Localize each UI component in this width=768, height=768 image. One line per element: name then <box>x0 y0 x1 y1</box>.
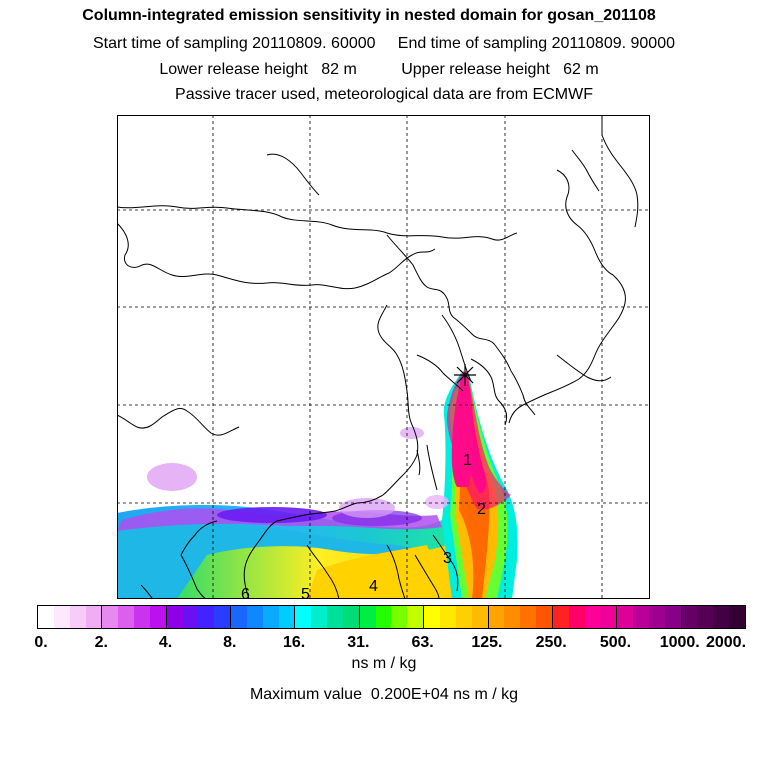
color-scale-segment <box>423 606 488 628</box>
color-scale-swatch <box>600 606 617 628</box>
color-scale-tick-label: 4. <box>158 634 173 651</box>
color-scale-segment <box>551 606 617 628</box>
color-scale-swatch <box>85 606 102 628</box>
color-scale-swatch <box>375 606 392 628</box>
color-scale-tick-label: 250. <box>535 634 567 651</box>
color-scale-swatch <box>149 606 166 628</box>
color-scale-segment <box>38 606 102 628</box>
color-scale-swatch <box>664 606 681 628</box>
color-scale-swatch <box>488 606 505 628</box>
color-scale-swatch <box>471 606 488 628</box>
color-scale-tick-label: 16. <box>282 634 306 651</box>
color-scale-swatch <box>568 606 585 628</box>
color-scale-swatch <box>295 606 312 628</box>
color-scale-swatch <box>407 606 424 628</box>
day-label: 2 <box>477 501 486 518</box>
color-scale-swatch <box>327 606 343 628</box>
color-scale-swatch <box>214 606 231 628</box>
figure-title: Column-integrated emission sensitivity i… <box>82 7 656 24</box>
color-scale-swatch <box>69 606 86 628</box>
color-scale-segment <box>680 606 745 628</box>
day-label: 3 <box>443 550 452 567</box>
color-scale-segment <box>230 606 295 628</box>
color-scale-tick-label: 500. <box>599 634 632 651</box>
receptor-star-marker <box>454 364 476 386</box>
release-height-line: Lower release height 82 m Upper release … <box>159 61 599 78</box>
color-scale-swatch <box>424 606 440 628</box>
color-scale-swatch <box>359 606 376 628</box>
color-scale-swatch <box>617 606 634 628</box>
day-label: 6 <box>241 586 250 599</box>
color-scale-segment <box>616 606 681 628</box>
color-scale-segment <box>358 606 424 628</box>
color-scale-swatch <box>713 606 730 628</box>
color-scale-swatch <box>38 606 54 628</box>
color-scale-swatch <box>504 606 521 628</box>
color-scale-swatch <box>231 606 247 628</box>
color-scale-swatch <box>391 606 408 628</box>
color-scale-swatch <box>648 606 665 628</box>
color-scale-segment <box>101 606 166 628</box>
color-scale-swatch <box>134 606 150 628</box>
color-scale-tick-label: 2000. <box>705 634 747 651</box>
color-scale-swatch <box>681 606 698 628</box>
color-scale-swatch <box>166 606 183 628</box>
color-scale-swatch <box>278 606 295 628</box>
color-scale-swatch <box>102 606 119 628</box>
color-scale-bar <box>37 605 746 629</box>
color-scale-tick-label: 125. <box>471 634 503 651</box>
lat-lon-grid <box>117 115 650 599</box>
color-scale-tick-label: 0. <box>34 634 48 651</box>
color-scale-tick-label: 31. <box>347 634 370 651</box>
color-scale-swatch <box>729 606 745 628</box>
day-label: 1 <box>463 452 472 469</box>
color-scale-segment <box>294 606 359 628</box>
color-scale-swatch <box>262 606 279 628</box>
unit-label: ns m / kg <box>351 655 417 672</box>
color-scale-swatch <box>440 606 456 628</box>
tracer-info-line: Passive tracer used, meteorological data… <box>175 86 593 103</box>
color-scale-swatch <box>246 606 263 628</box>
color-scale-swatch <box>53 606 70 628</box>
color-scale-swatch <box>118 606 135 628</box>
day-label: 5 <box>301 586 310 599</box>
color-scale-segment <box>487 606 552 628</box>
color-scale-swatch <box>198 606 215 628</box>
emission-sensitivity-map: 1 2 3 4 5 6 <box>117 115 650 599</box>
color-scale-swatch <box>311 606 328 628</box>
color-scale-swatch <box>552 606 569 628</box>
color-scale-tick-label: 8. <box>223 634 237 651</box>
color-scale-segment <box>165 606 231 628</box>
color-scale-swatch <box>697 606 714 628</box>
color-scale-swatch <box>342 606 359 628</box>
color-scale-swatch <box>536 606 552 628</box>
color-scale-tick-label: 2. <box>94 634 108 651</box>
sensitivity-plume <box>117 371 518 599</box>
color-scale-swatch <box>520 606 537 628</box>
maximum-value-label: Maximum value 0.200E+04 ns m / kg <box>249 686 519 703</box>
color-scale-swatch <box>182 606 199 628</box>
color-scale-tick-label: 1000. <box>659 634 700 651</box>
color-scale-swatch <box>455 606 472 628</box>
coastlines <box>117 115 639 599</box>
sampling-time-line: Start time of sampling 20110809. 60000 E… <box>92 35 675 52</box>
color-scale-tick-label: 63. <box>411 634 434 651</box>
map-frame <box>117 115 650 599</box>
day-label: 4 <box>369 578 378 595</box>
color-scale-swatch <box>633 606 649 628</box>
color-scale-swatch <box>584 606 601 628</box>
